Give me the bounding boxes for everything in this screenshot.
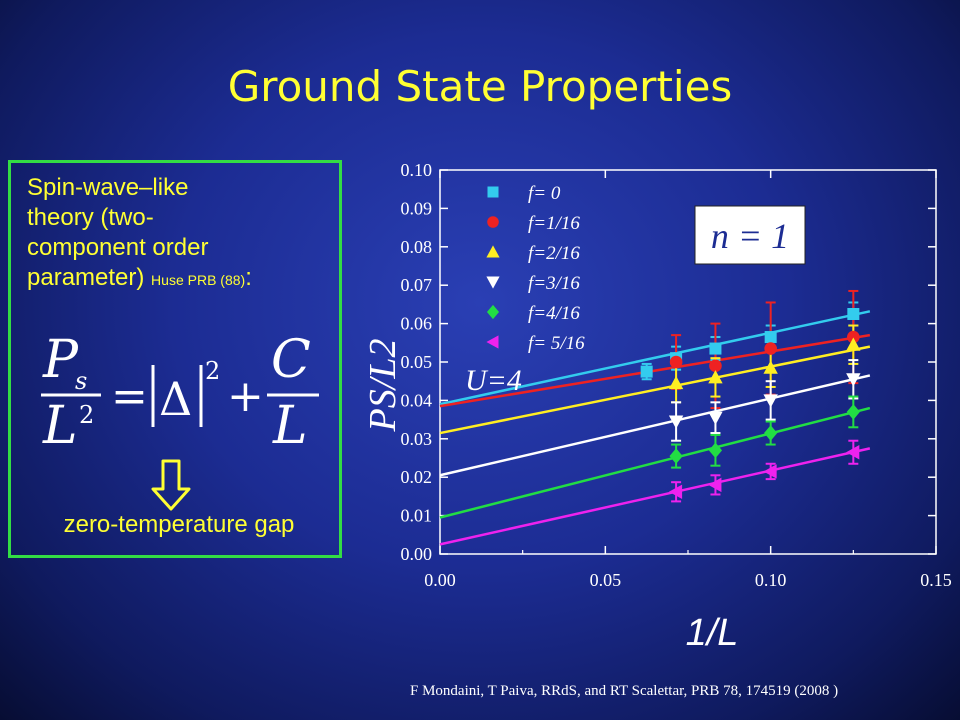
y-tick-label: 0.00 [401, 544, 433, 564]
x-tick-label: 0.10 [755, 570, 787, 590]
data-point [847, 330, 860, 344]
data-point [764, 331, 777, 344]
legend-marker [486, 245, 500, 258]
data-point [709, 342, 722, 355]
theory-line-1: Spin-wave–like [27, 174, 189, 201]
data-point [669, 355, 683, 369]
theory-line-2: theory (two- [27, 204, 154, 231]
x-axis-label: 1/L [686, 612, 739, 654]
formula-abs-exp: 2 [205, 357, 220, 385]
x-tick-label: 0.05 [590, 570, 622, 590]
data-point [763, 394, 778, 408]
data-point [668, 484, 683, 499]
y-tick-label: 0.08 [401, 237, 433, 257]
data-point [847, 308, 860, 320]
data-point [708, 477, 722, 493]
theory-colon: : [245, 264, 252, 291]
formula: P s L 2 = Δ 2 + C L [41, 331, 319, 451]
data-point [669, 448, 683, 464]
data-point [764, 342, 777, 355]
y-tick-label: 0.05 [401, 352, 433, 372]
x-tick-label: 0.15 [920, 570, 952, 590]
y-ticks: 0.00 0.01 0.02 0.03 0.04 0.05 0.06 0.07 0.08 0.09… [401, 160, 936, 564]
theory-box: Spin-wave–like theory (two- component or… [8, 160, 342, 558]
theory-line-3: component order [27, 234, 209, 261]
data-point [668, 415, 684, 429]
theory-line-4: parameter) Huse PRB (88): [27, 263, 347, 295]
y-axis-label: PS/L2 [362, 339, 404, 433]
theory-line-4-main: parameter) [27, 264, 145, 291]
formula-lhs-sub: s [75, 367, 87, 395]
data-point [846, 404, 860, 420]
data-point [709, 359, 722, 373]
fit-line [439, 406, 871, 519]
down-arrow-icon [151, 459, 191, 511]
data-point [668, 375, 684, 390]
legend: f= 0 f=1/16 f=2/16 f=3/16 f=4/16 f= 5/16 [486, 183, 585, 354]
data-point [763, 464, 777, 479]
fit-line [439, 345, 871, 435]
formula-lhs-bottom: L [42, 396, 78, 451]
data-point [846, 337, 861, 351]
plot-frame [439, 169, 937, 555]
legend-marker [486, 276, 500, 289]
data-point [708, 370, 723, 384]
data-point [640, 365, 653, 378]
y-tick-label: 0.07 [401, 275, 433, 295]
y-tick-label: 0.06 [401, 314, 433, 334]
legend-marker [487, 186, 499, 198]
fit-lines [439, 310, 871, 546]
formula-delta: Δ [159, 372, 192, 426]
n-annotation-box [694, 205, 806, 265]
formula-equals: = [111, 371, 148, 422]
legend-label: f= 0 [528, 183, 561, 204]
legend-label: f=1/16 [528, 213, 580, 234]
formula-lhs-top: P [42, 331, 79, 390]
data-point [708, 442, 723, 459]
fit-line [439, 310, 871, 406]
formula-lhs-bottom-exp: 2 [79, 401, 94, 429]
data-point [764, 425, 778, 441]
fit-line [439, 374, 871, 477]
slide-title: Ground State Properties [227, 62, 733, 111]
data-point [763, 360, 778, 374]
theory-description: Spin-wave–like theory (two- component or… [27, 173, 347, 295]
legend-label: f=3/16 [528, 273, 580, 294]
error-bars [641, 289, 859, 503]
legend-label: f=2/16 [528, 243, 580, 264]
u-annotation: U=4 [465, 364, 522, 397]
y-tick-label: 0.04 [401, 390, 433, 410]
data-markers [640, 308, 861, 499]
legend-label: f=4/16 [528, 303, 580, 324]
legend-marker [487, 216, 499, 228]
y-tick-label: 0.09 [401, 198, 433, 218]
legend-marker [486, 304, 500, 320]
citation: F Mondaini, T Paiva, RRdS, and RT Scalet… [410, 683, 839, 699]
y-tick-label: 0.03 [401, 429, 433, 449]
fit-line [439, 333, 871, 408]
y-tick-label: 0.01 [401, 506, 433, 526]
fit-line [439, 447, 871, 546]
formula-rhs-top: C [271, 331, 311, 390]
x-ticks: 0.00 0.05 0.10 0.15 [424, 170, 952, 590]
zero-temperature-gap-label: zero-temperature gap [63, 511, 295, 538]
legend-label: f= 5/16 [528, 333, 585, 354]
theory-citation: Huse PRB (88) [151, 272, 246, 288]
formula-rhs-bottom: L [272, 396, 308, 451]
x-tick-label: 0.00 [424, 570, 456, 590]
n-annotation: n = 1 [711, 216, 789, 256]
data-point [708, 411, 723, 425]
y-tick-label: 0.10 [401, 160, 433, 180]
data-point [846, 445, 860, 460]
data-point [846, 373, 861, 387]
legend-marker [486, 335, 499, 349]
formula-plus: + [227, 371, 264, 422]
y-tick-label: 0.02 [401, 467, 433, 487]
